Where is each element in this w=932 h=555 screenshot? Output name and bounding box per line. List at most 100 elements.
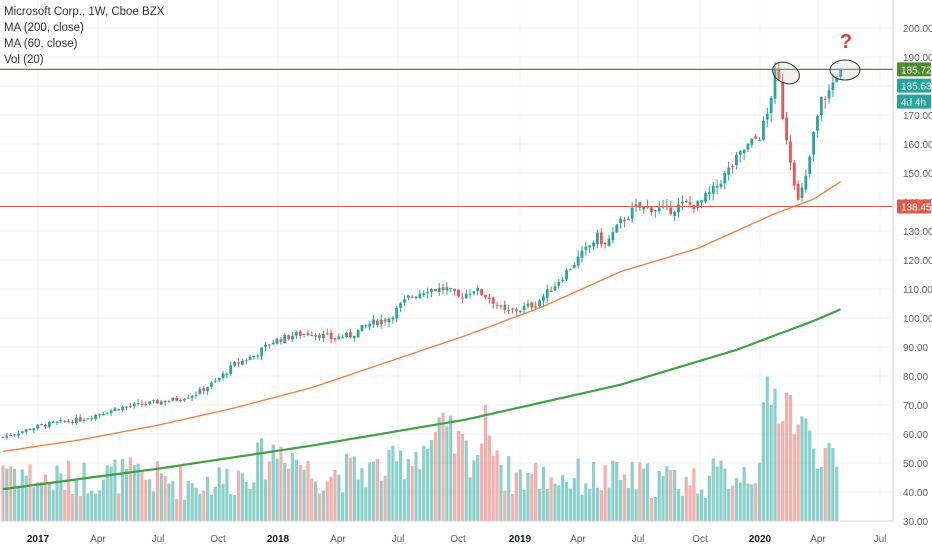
candle-body[interactable] (372, 319, 375, 325)
candle-body[interactable] (291, 335, 294, 340)
candle-body[interactable] (82, 419, 86, 421)
candle-body[interactable] (32, 428, 36, 431)
candle-body[interactable] (530, 302, 534, 308)
candle-body[interactable] (499, 305, 503, 307)
candle-body[interactable] (669, 207, 673, 214)
candle-body[interactable] (495, 305, 499, 307)
candle-body[interactable] (67, 421, 71, 423)
candle-body[interactable] (468, 293, 472, 295)
candle-body[interactable] (426, 292, 429, 294)
candle-body[interactable] (677, 204, 680, 213)
candle-body[interactable] (808, 156, 812, 174)
candle-body[interactable] (144, 404, 148, 406)
candle-body[interactable] (225, 373, 229, 375)
candle-body[interactable] (36, 424, 40, 429)
candle-body[interactable] (221, 373, 225, 378)
candle-body[interactable] (360, 324, 364, 332)
candle-body[interactable] (71, 421, 74, 423)
candle-body[interactable] (302, 333, 306, 335)
candle-body[interactable] (321, 334, 325, 339)
candle-body[interactable] (457, 289, 460, 297)
candle-body[interactable] (731, 166, 734, 168)
candle-body[interactable] (294, 332, 298, 336)
candle-body[interactable] (156, 400, 159, 404)
candle-body[interactable] (349, 332, 352, 338)
candle-body[interactable] (549, 290, 553, 292)
candle-body[interactable] (414, 296, 418, 299)
candle-body[interactable] (422, 293, 426, 296)
candle-body[interactable] (650, 207, 653, 213)
candle-body[interactable] (190, 395, 194, 399)
candle-body[interactable] (704, 193, 707, 202)
candle-body[interactable] (117, 409, 121, 411)
candle-body[interactable] (17, 433, 20, 436)
candle-body[interactable] (136, 402, 140, 404)
candle-body[interactable] (623, 219, 626, 222)
candle-body[interactable] (758, 139, 761, 141)
candle-body[interactable] (24, 429, 28, 432)
candle-body[interactable] (545, 289, 549, 298)
candle-body[interactable] (113, 408, 117, 411)
candle-body[interactable] (816, 116, 819, 131)
candle-body[interactable] (762, 120, 765, 140)
candle-body[interactable] (542, 296, 545, 301)
candle-body[interactable] (437, 287, 441, 292)
candle-body[interactable] (445, 287, 449, 291)
candle-body[interactable] (9, 435, 13, 437)
candle-body[interactable] (121, 406, 125, 411)
candle-body[interactable] (167, 400, 171, 402)
candle-body[interactable] (584, 246, 588, 250)
candle-body[interactable] (673, 211, 677, 216)
candle-body[interactable] (723, 172, 727, 184)
candle-body[interactable] (298, 331, 302, 336)
question-mark-annotation[interactable]: ? (840, 31, 852, 53)
candle-body[interactable] (754, 136, 758, 139)
candle-body[interactable] (171, 397, 175, 401)
candle-body[interactable] (742, 150, 746, 154)
candle-body[interactable] (51, 421, 55, 423)
candle-body[interactable] (430, 288, 433, 292)
candle-body[interactable] (572, 264, 576, 268)
candle-body[interactable] (159, 401, 163, 405)
study-volume[interactable]: Vol (20) (4, 54, 44, 66)
candle-body[interactable] (379, 319, 383, 325)
candle-body[interactable] (534, 306, 538, 308)
candle-body[interactable] (94, 414, 98, 420)
candle-body[interactable] (194, 394, 198, 396)
candle-body[interactable] (233, 362, 236, 366)
candle-body[interactable] (592, 242, 595, 247)
candle-body[interactable] (74, 417, 78, 424)
candle-body[interactable] (325, 333, 329, 335)
candle-body[interactable] (657, 207, 661, 212)
candle-body[interactable] (40, 424, 43, 426)
candle-body[interactable] (148, 401, 152, 404)
candle-body[interactable] (202, 388, 206, 391)
candle-body[interactable] (580, 250, 584, 258)
candle-body[interactable] (638, 202, 642, 208)
candle-body[interactable] (765, 113, 769, 120)
candle-body[interactable] (596, 232, 599, 245)
candle-body[interactable] (356, 329, 360, 338)
candle-body[interactable] (260, 347, 264, 357)
candle-body[interactable] (487, 297, 491, 299)
candle-body[interactable] (561, 279, 565, 282)
candle-body[interactable] (526, 303, 530, 307)
candle-body[interactable] (746, 143, 750, 150)
candle-body[interactable] (341, 337, 345, 339)
candle-body[interactable] (511, 308, 514, 310)
candle-body[interactable] (769, 97, 773, 114)
candle-body[interactable] (237, 362, 240, 364)
candle-body[interactable] (781, 81, 785, 119)
candle-body[interactable] (13, 434, 16, 436)
candle-body[interactable] (256, 355, 260, 357)
candle-body[interactable] (86, 418, 90, 420)
candle-body[interactable] (55, 421, 59, 423)
candle-body[interactable] (183, 398, 186, 401)
candle-body[interactable] (252, 355, 256, 358)
candle-body[interactable] (418, 293, 422, 299)
candle-body[interactable] (28, 429, 32, 431)
candle-body[interactable] (831, 82, 835, 91)
candle-body[interactable] (391, 317, 395, 320)
